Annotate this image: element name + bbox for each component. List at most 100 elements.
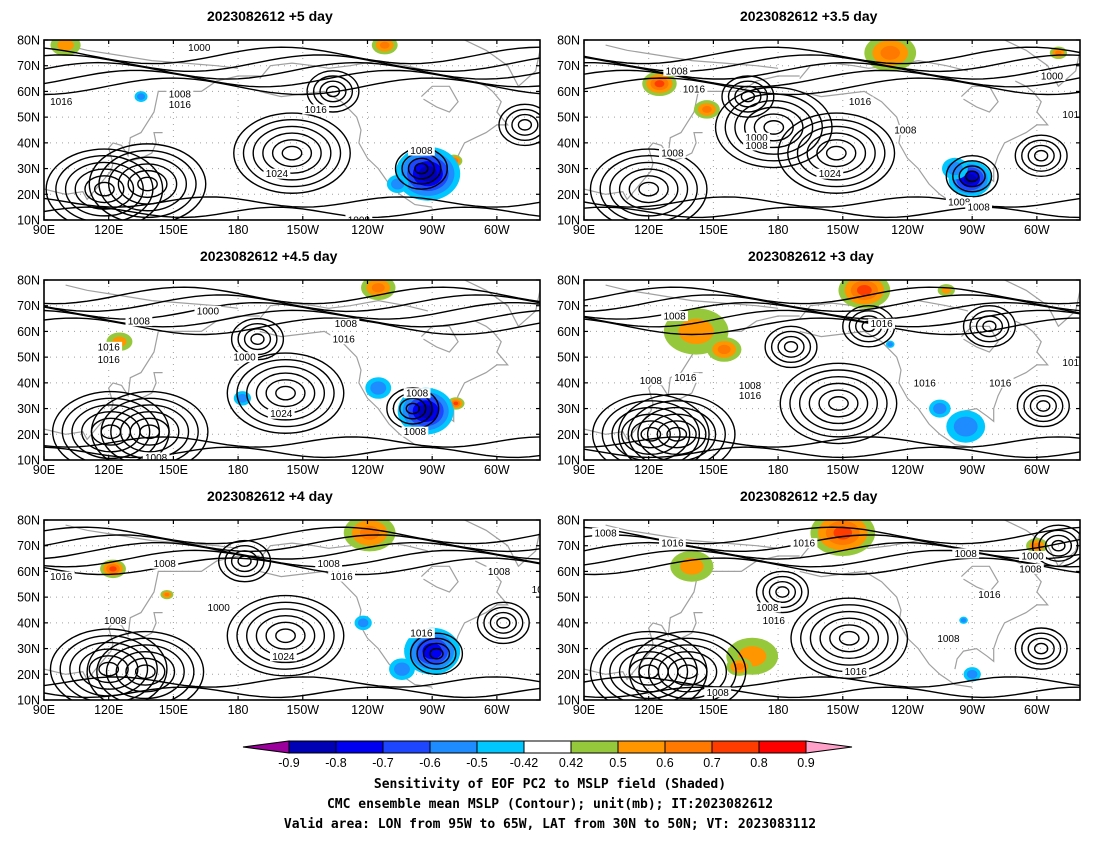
x-tick-label: 150E bbox=[699, 703, 728, 717]
isobar-contour bbox=[44, 686, 540, 699]
x-tick-label: 120W bbox=[351, 703, 384, 717]
y-tick-label: 70N bbox=[557, 299, 580, 313]
isobar-contour bbox=[727, 80, 769, 113]
coastline bbox=[1004, 520, 1080, 568]
isobar-contour bbox=[429, 647, 444, 660]
isobar-contour bbox=[250, 333, 265, 345]
x-tick-label: 150W bbox=[826, 703, 859, 717]
contour-label-bg bbox=[891, 125, 919, 135]
coastline bbox=[670, 132, 703, 162]
x-tick-label: 180 bbox=[768, 463, 789, 477]
isobar-contour bbox=[584, 286, 1080, 305]
contour-label: 1008 bbox=[154, 559, 177, 570]
negative-sensitivity-shade bbox=[960, 618, 967, 623]
contour-label-bg bbox=[736, 380, 764, 391]
isobar-contour bbox=[226, 352, 345, 434]
isobar-contour bbox=[779, 362, 898, 445]
coastline bbox=[259, 59, 429, 79]
coastline bbox=[799, 90, 973, 208]
isobar-contour bbox=[49, 628, 168, 700]
contour-label-bg bbox=[231, 352, 258, 363]
colorbar-segment bbox=[382, 740, 431, 754]
isobar-contour bbox=[584, 196, 1080, 208]
contour-label-bg bbox=[976, 589, 1003, 600]
isobar-contour bbox=[591, 393, 710, 460]
colorbar-label: -0.6 bbox=[419, 756, 441, 770]
isobar-contour bbox=[714, 86, 833, 169]
coastline bbox=[799, 330, 973, 448]
x-tick-label: 150E bbox=[159, 703, 188, 717]
isobar-contour bbox=[763, 120, 785, 135]
y-tick-label: 20N bbox=[17, 668, 40, 682]
map-panel-5: 1016 1008 1008 1016 1008 101 1000 1008 1024 1016 9… bbox=[17, 514, 541, 717]
coastline bbox=[464, 40, 540, 88]
isobar-contour bbox=[265, 621, 306, 650]
x-tick-label: 150E bbox=[159, 463, 188, 477]
x-tick-label: 120W bbox=[891, 463, 924, 477]
colorbar: -0.9 -0.8 -0.7 -0.6 -0.5 -0.42 0.42 0.5 0.6 0.7 0.… bbox=[242, 740, 853, 770]
isobar-contour bbox=[90, 417, 131, 446]
isobar-contour bbox=[78, 648, 139, 690]
positive-sensitivity-shade bbox=[164, 592, 170, 597]
isobar-contour bbox=[44, 446, 540, 459]
contour-label: 1008 bbox=[594, 528, 617, 539]
y-tick-label: 60N bbox=[557, 85, 580, 99]
isobar-contour bbox=[125, 657, 166, 686]
coastline bbox=[420, 85, 459, 113]
isobar-contour bbox=[319, 80, 347, 103]
x-tick-label: 90W bbox=[419, 223, 445, 237]
negative-sensitivity-shade bbox=[370, 381, 387, 395]
x-tick-label: 120E bbox=[94, 703, 123, 717]
contour-label-bg bbox=[166, 89, 194, 99]
x-tick-label: 150E bbox=[699, 463, 728, 477]
isobar-contour bbox=[1027, 144, 1055, 167]
colorbar-label: -0.5 bbox=[466, 756, 488, 770]
negative-sensitivity-shade bbox=[357, 618, 369, 628]
contour-label: 1008 bbox=[145, 453, 168, 464]
isobar-contour bbox=[44, 196, 540, 208]
y-tick-label: 70N bbox=[557, 59, 580, 73]
coastline bbox=[960, 85, 999, 113]
isobar-contour bbox=[243, 328, 272, 351]
y-tick-label: 50N bbox=[557, 351, 580, 365]
contour-label-bg bbox=[680, 83, 708, 94]
isobar-contour bbox=[770, 330, 812, 363]
colorbar-segment bbox=[617, 740, 666, 754]
coastline bbox=[605, 524, 779, 549]
contour-label-bg bbox=[986, 377, 1014, 388]
plot-frame bbox=[583, 519, 1081, 701]
isobar-contour bbox=[511, 113, 539, 136]
contour-label: 1016 bbox=[870, 319, 893, 330]
y-tick-label: 30N bbox=[557, 402, 580, 416]
x-tick-label: 120E bbox=[634, 223, 663, 237]
isobar-contour bbox=[88, 655, 129, 684]
isobar-contour bbox=[798, 375, 878, 431]
x-tick-label: 90W bbox=[419, 463, 445, 477]
contour-label-bg bbox=[661, 311, 688, 321]
x-tick-label: 90W bbox=[959, 223, 985, 237]
contour-label-bg bbox=[125, 316, 153, 327]
x-tick-label: 90E bbox=[33, 703, 55, 717]
contour-label: 1016 bbox=[674, 373, 697, 384]
isobar-contour bbox=[755, 570, 809, 614]
y-tick-label: 10N bbox=[17, 454, 40, 468]
isobar-contour bbox=[405, 402, 420, 415]
contour-label: 1008 bbox=[488, 567, 511, 578]
contour-label: 1024 bbox=[819, 169, 842, 180]
isobar-contour bbox=[743, 106, 804, 149]
isobar-contour bbox=[399, 397, 427, 420]
contour-label-bg bbox=[151, 558, 179, 569]
isobar-contour bbox=[44, 526, 540, 545]
contour-label-bg bbox=[345, 215, 373, 220]
colorbar-segment bbox=[523, 740, 572, 754]
isobar-contour bbox=[1034, 149, 1049, 162]
contour-label-bg bbox=[1038, 71, 1066, 81]
isobar-contour bbox=[618, 168, 679, 210]
y-tick-label: 20N bbox=[557, 428, 580, 442]
isobar-contour bbox=[275, 385, 296, 401]
contour-label: 1016 bbox=[914, 378, 937, 389]
isobar-contour bbox=[242, 119, 342, 188]
contour-label: 1008 bbox=[948, 198, 971, 209]
